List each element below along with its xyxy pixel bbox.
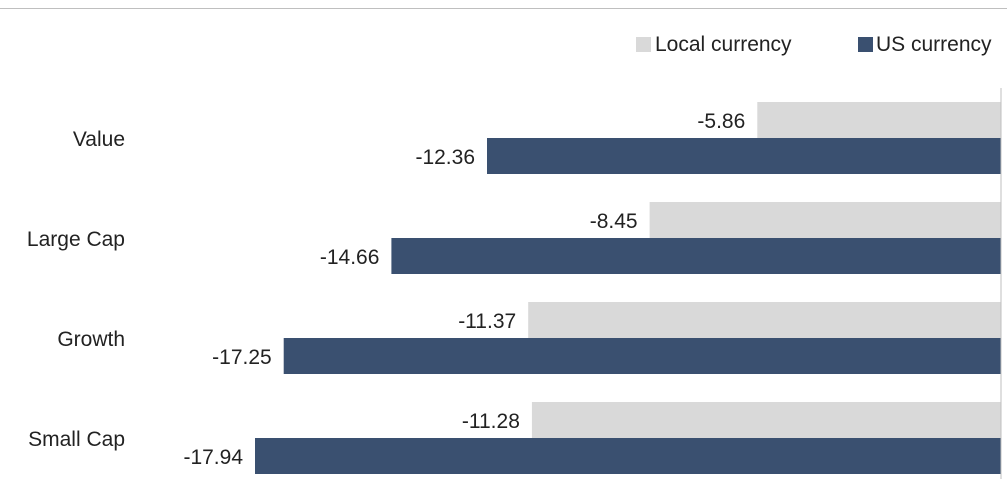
top-rule [0,8,1007,9]
value-label-us-currency: -12.36 [415,146,475,169]
bars [255,102,1001,474]
value-labels: -5.86 -12.36 -8.45 -14.66 -11.37 -17.25 -11.28… [183,110,745,469]
category-label: Large Cap [27,228,125,251]
value-label-local-currency: -8.45 [590,210,638,233]
bar-local-currency [757,102,1001,138]
legend-label-local-currency: Local currency [655,33,792,56]
bar-us-currency [487,138,1001,174]
bar-us-currency [283,338,1001,374]
value-label-us-currency: -17.94 [183,446,243,469]
category-label: Value [73,128,125,151]
legend: Local currency US currency [636,33,992,56]
value-label-us-currency: -17.25 [212,346,272,369]
value-label-local-currency: -11.28 [462,410,520,433]
bar-us-currency [255,438,1001,474]
legend-label-us-currency: US currency [876,33,992,56]
legend-swatch-local-currency [636,37,651,52]
bar-us-currency [391,238,1001,274]
bar-local-currency [649,202,1001,238]
value-label-local-currency: -5.86 [697,110,745,133]
bar-local-currency [528,302,1001,338]
value-label-local-currency: -11.37 [458,310,516,333]
category-label: Small Cap [28,428,125,451]
bar-local-currency [531,402,1001,438]
category-label: Growth [57,328,125,351]
category-labels: Value Large Cap Growth Small Cap [27,128,125,451]
legend-swatch-us-currency [858,37,873,52]
value-label-us-currency: -14.66 [320,246,380,269]
